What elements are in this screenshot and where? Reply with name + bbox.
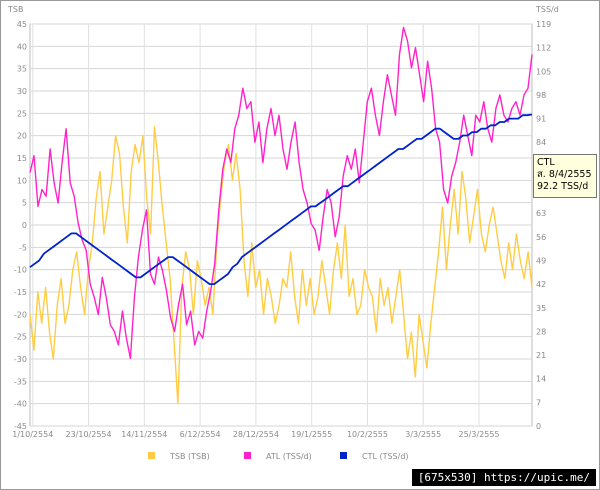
y-right-tick: 98	[536, 91, 546, 100]
y-left-tick: 35	[17, 65, 27, 74]
y-right-tick: 56	[536, 233, 546, 242]
x-tick: 19/1/2555	[291, 430, 332, 439]
y-left-tick: -40	[14, 400, 27, 409]
tooltip-series: CTL	[537, 157, 555, 168]
tooltip-date: ส. 8/4/2555	[537, 169, 592, 180]
y-right-tick: 105	[536, 67, 551, 76]
y-left-tick: 30	[17, 87, 27, 96]
series-layer	[29, 26, 533, 405]
legend-label: TSB (TSB)	[169, 452, 210, 461]
x-tick: 14/11/2554	[121, 430, 167, 439]
tooltip-value: 92.2 TSS/d	[537, 181, 589, 192]
y-left-tick: 20	[17, 132, 27, 141]
y-right-tick: 35	[536, 304, 546, 313]
y-right-tick: 112	[536, 44, 551, 53]
y-left-tick: -25	[14, 333, 27, 342]
y-left-tick: 10	[17, 176, 27, 185]
y-left-label: TSB	[7, 5, 23, 14]
legend-label: ATL (TSS/d)	[266, 452, 312, 461]
y-right-tick: 21	[536, 351, 546, 360]
y-right-tick: 49	[536, 256, 546, 265]
x-tick: 1/10/2554	[12, 430, 53, 439]
legend-swatch	[244, 452, 251, 459]
y-left-tick: 25	[17, 109, 27, 118]
grid	[29, 23, 533, 427]
y-right-tick: 42	[536, 280, 546, 289]
legend: TSB (TSB) ATL (TSS/d) CTL (TSS/d)	[148, 452, 409, 461]
x-tick: 23/10/2554	[66, 430, 112, 439]
y-left-tick: -15	[14, 288, 27, 297]
series-line-atl	[29, 26, 533, 360]
y-right-tick: 0	[536, 422, 541, 431]
x-tick: 10/2/2555	[347, 430, 388, 439]
y-left-tick: 0	[22, 221, 27, 230]
data-tooltip: CTL ส. 8/4/2555 92.2 TSS/d	[533, 154, 597, 198]
y-right-tick: 63	[536, 209, 546, 218]
y-right-tick: 28	[536, 327, 546, 336]
y-left-tick: 5	[22, 199, 27, 208]
y-left-tick: 40	[17, 42, 27, 51]
y-right-tick: 7	[536, 398, 541, 407]
series-line-ctl	[29, 113, 533, 286]
y-right-tick: 14	[536, 375, 546, 384]
x-tick: 28/12/2554	[233, 430, 279, 439]
y-left-tick: 45	[17, 20, 27, 29]
y-left-tick: -10	[14, 266, 27, 275]
axes: 454035302520151050-5-10-15-20-25-30-35-4…	[7, 5, 559, 439]
y-left-tick: 15	[17, 154, 27, 163]
y-left-tick: -5	[19, 243, 27, 252]
series-line-tsb	[29, 125, 533, 405]
watermark-label: [675x530] https://upic.me/	[411, 469, 596, 486]
legend-swatch	[148, 452, 155, 459]
y-left-tick: -20	[14, 310, 27, 319]
y-left-tick: -30	[14, 355, 27, 364]
y-left-tick: -35	[14, 377, 27, 386]
x-tick: 6/12/2554	[180, 430, 221, 439]
y-right-label: TSS/d	[535, 5, 559, 14]
y-right-tick: 91	[536, 115, 546, 124]
y-right-tick: 119	[536, 20, 551, 29]
legend-label: CTL (TSS/d)	[362, 452, 409, 461]
x-tick: 25/3/2555	[458, 430, 499, 439]
legend-swatch	[340, 452, 347, 459]
y-left-tick: -45	[14, 422, 27, 431]
y-right-tick: 84	[536, 138, 546, 147]
x-tick: 3/3/2555	[405, 430, 441, 439]
